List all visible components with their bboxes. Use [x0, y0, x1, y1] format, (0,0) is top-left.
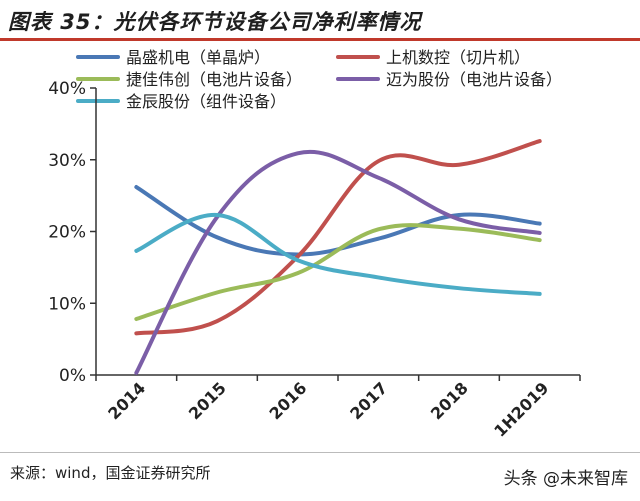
chart-title: 图表 35：光伏各环节设备公司净利率情况: [8, 10, 422, 34]
legend-label: 金辰股份（组件设备）: [126, 92, 286, 111]
series-line: [134, 185, 542, 257]
x-tick-label: 1H2019: [490, 378, 552, 440]
series-line: [134, 212, 542, 296]
legend-label: 迈为股份（电池片设备）: [386, 70, 562, 89]
legend-label: 晶盛机电（单晶炉）: [126, 48, 270, 67]
y-tick-label: 0%: [59, 366, 86, 386]
series-line: [134, 139, 542, 336]
series-line: [134, 223, 542, 322]
y-tick-label: 30%: [48, 151, 86, 171]
watermark: 头条 @未来智库: [503, 469, 628, 489]
axes: 0% 10% 20% 30% 40% 2014 2015 2016 2017 2018 1H2019: [48, 79, 581, 441]
x-tick-label: 2018: [427, 378, 472, 423]
y-tick-label: 40%: [48, 79, 86, 99]
source-note: 来源：wind，国金证券研究所: [10, 464, 211, 482]
y-tick-label: 20%: [48, 223, 86, 243]
series-line: [134, 149, 542, 375]
line-chart: 晶盛机电（单晶炉） 上机数控（切片机） 捷佳伟创（电池片设备） 迈为股份（电池片设备）…: [48, 48, 581, 441]
x-tick-label: 2015: [185, 378, 230, 423]
y-tick-label: 10%: [48, 294, 86, 314]
x-tick-label: 2014: [104, 378, 149, 423]
x-tick-label: 2016: [266, 378, 311, 423]
legend-label: 捷佳伟创（电池片设备）: [126, 70, 302, 89]
legend: 晶盛机电（单晶炉） 上机数控（切片机） 捷佳伟创（电池片设备） 迈为股份（电池片设备）…: [76, 48, 562, 111]
series-lines: [134, 139, 542, 375]
x-tick-label: 2017: [346, 378, 391, 423]
title-divider: [0, 38, 640, 41]
footer-divider: [0, 452, 640, 453]
legend-label: 上机数控（切片机）: [386, 48, 530, 67]
